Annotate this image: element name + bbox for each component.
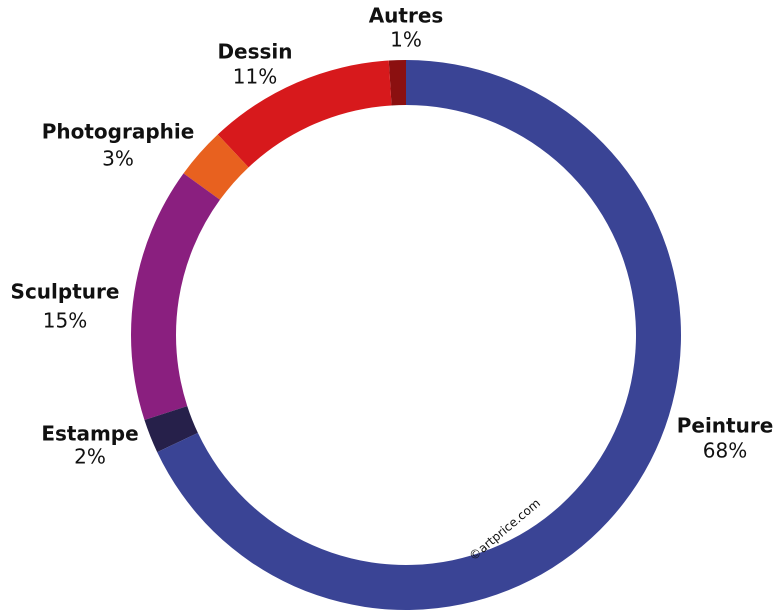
slice-value-label: 68% [703,439,747,463]
donut-slice [144,406,198,453]
slice-value-label: 11% [233,65,277,89]
slice-value-label: 1% [390,28,422,52]
donut-slice [388,60,406,106]
donut-slice [217,60,392,168]
slice-value-label: 3% [102,147,134,171]
slice-value-label: 2% [74,445,106,469]
slice-label: Autres [369,4,444,28]
slice-value-label: 15% [43,309,87,333]
slice-label: Photographie [42,120,195,144]
slice-label: Estampe [41,422,138,446]
slice-label: Dessin [217,40,292,64]
slice-label: Peinture [677,414,774,438]
slice-label: Sculpture [11,280,120,304]
donut-slice [183,134,249,200]
donut-slice [131,173,220,420]
